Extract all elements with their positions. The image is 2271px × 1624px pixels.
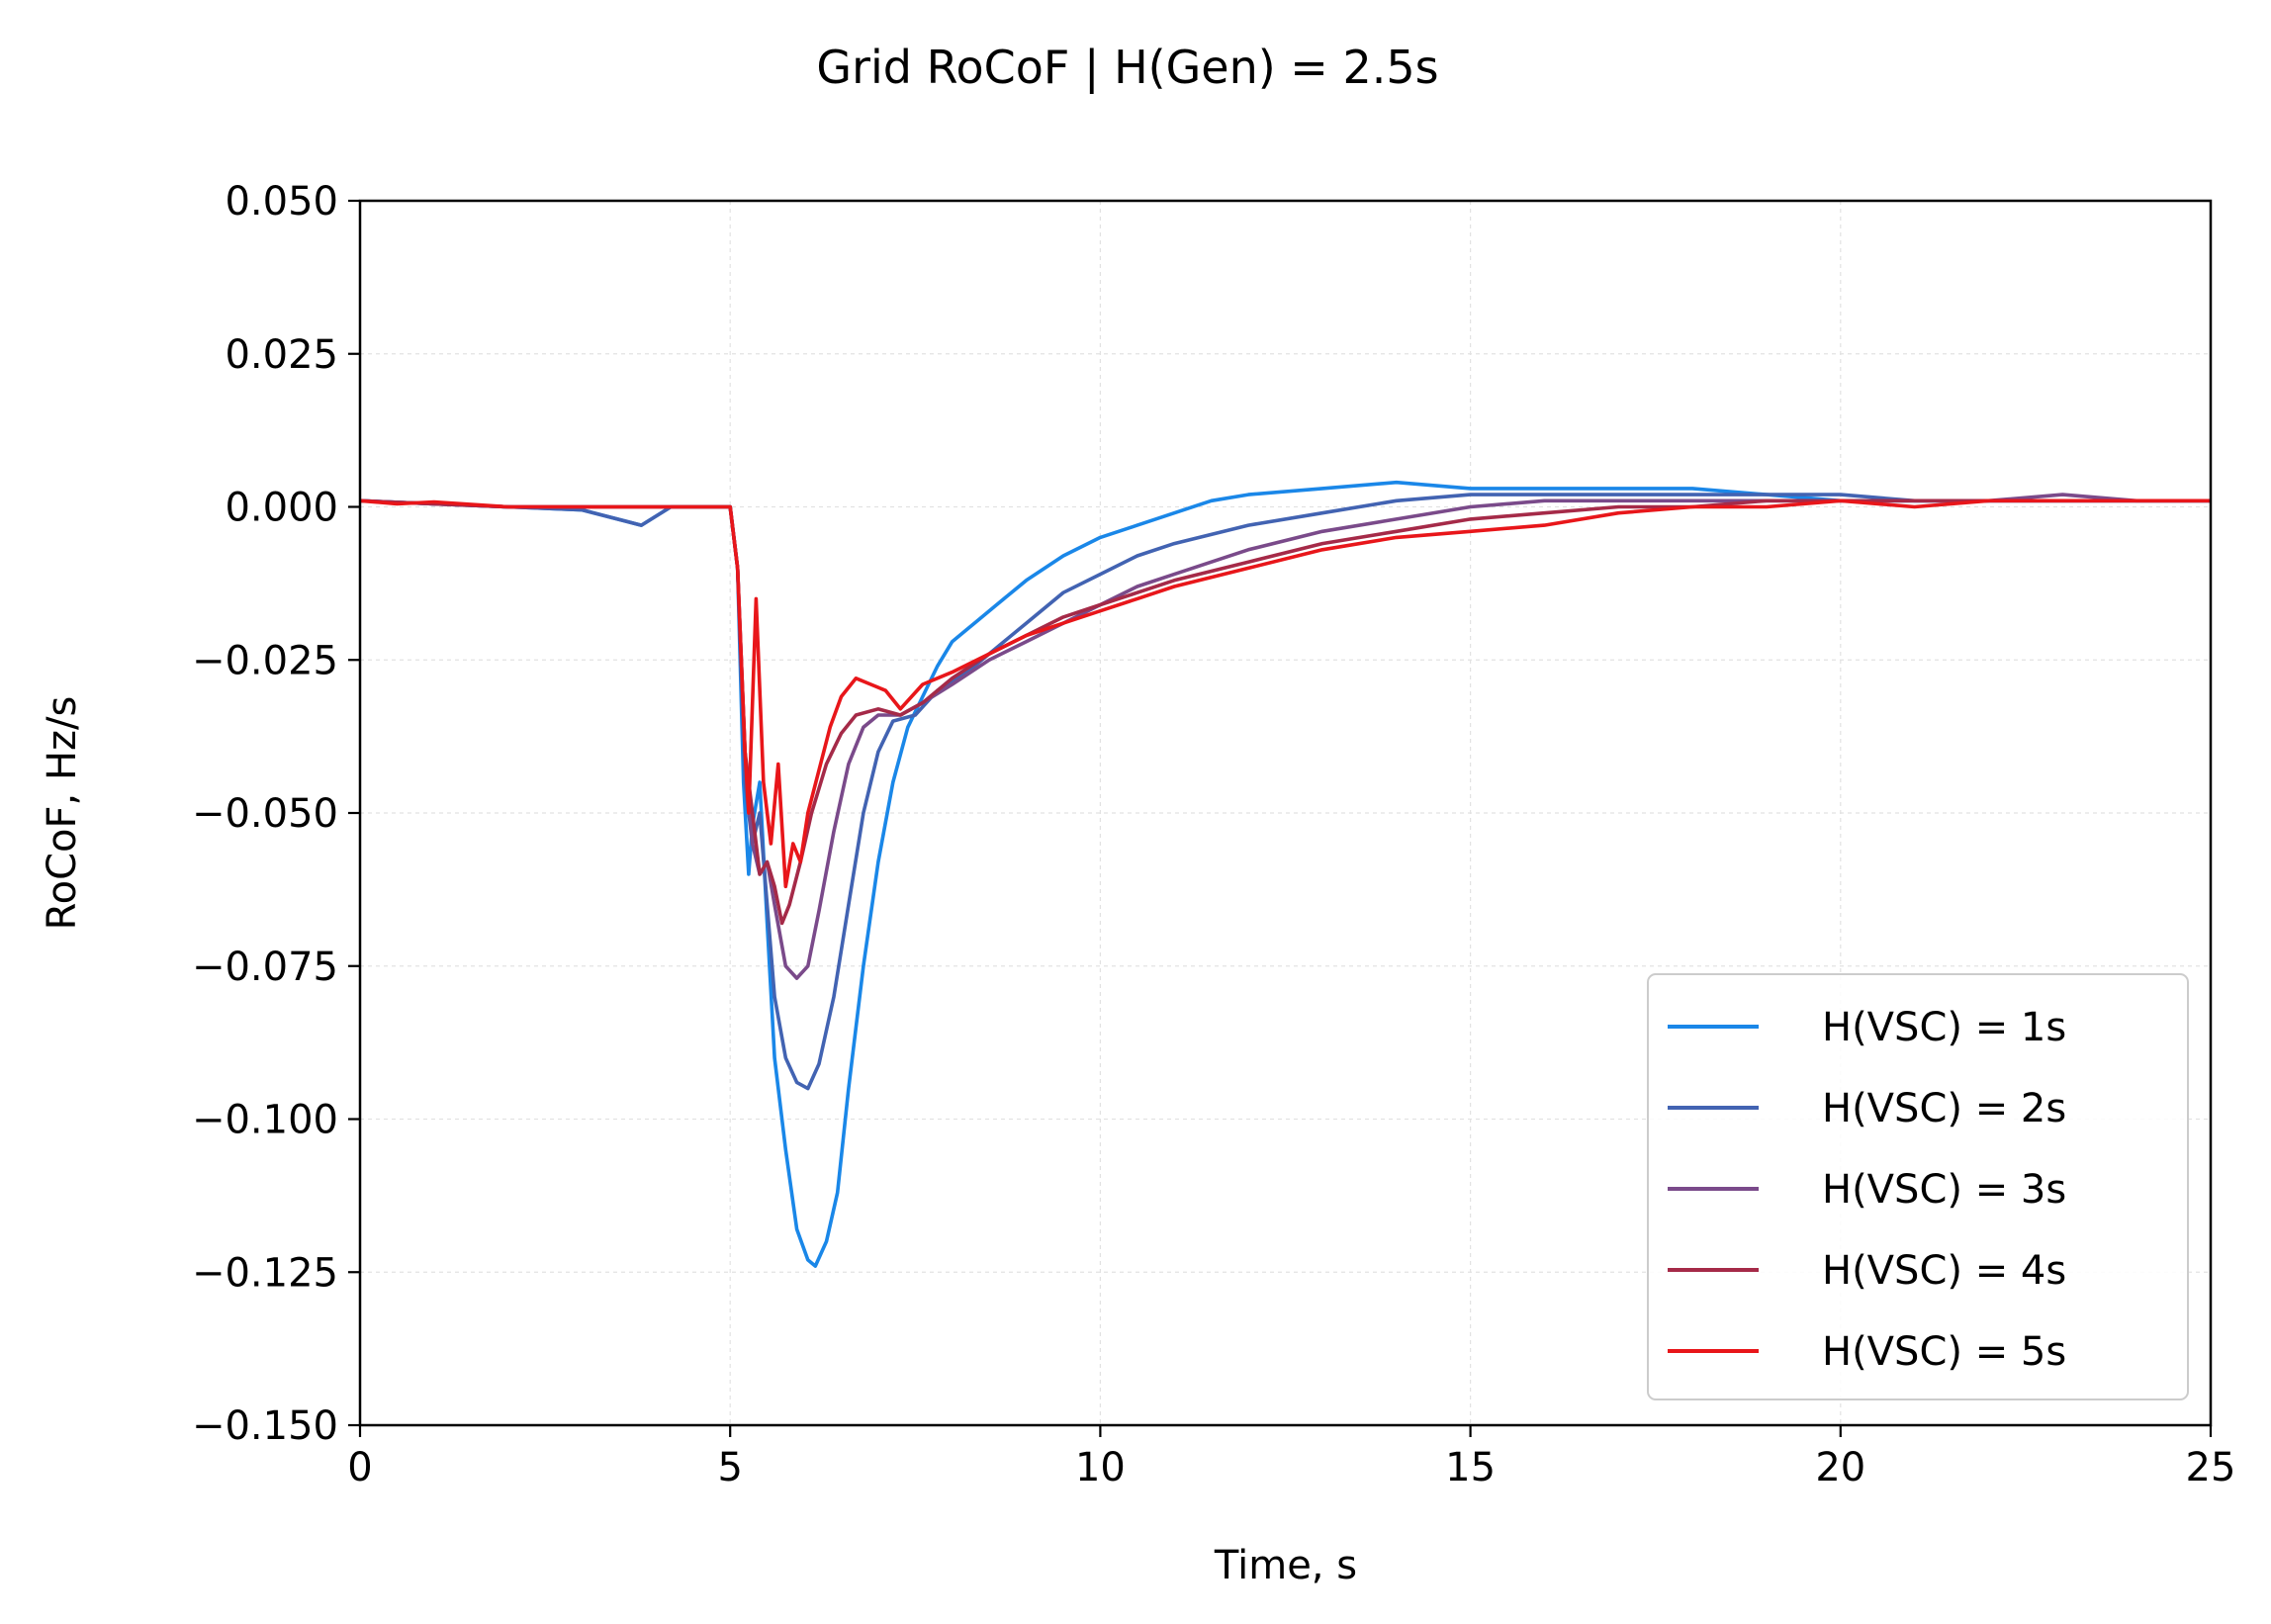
y-tick-label: 0.050 [225, 179, 338, 225]
y-tick-label: −0.150 [192, 1403, 338, 1449]
y-tick-label: 0.025 [225, 332, 338, 378]
y-tick-label: −0.075 [192, 945, 338, 990]
y-tick-label: −0.050 [192, 791, 338, 837]
y-tick-label: −0.025 [192, 638, 338, 683]
x-axis-ticks: 0 5 10 15 20 25 [347, 1425, 2235, 1490]
y-tick-label: −0.100 [192, 1098, 338, 1143]
y-tick-label: −0.125 [192, 1250, 338, 1296]
legend-label: H(VSC) = 4s [1822, 1248, 2066, 1294]
y-axis-ticks: 0.050 0.025 0.000 −0.025 −0.050 −0.075 −0.100 −… [192, 179, 360, 1449]
series-line-5 [359, 498, 2211, 889]
legend-label: H(VSC) = 2s [1822, 1086, 2066, 1131]
series-line-3 [359, 493, 2211, 980]
legend-label: H(VSC) = 1s [1822, 1005, 2066, 1050]
x-tick-label: 10 [1075, 1445, 1126, 1490]
x-tick-label: 25 [2186, 1445, 2236, 1490]
x-tick-label: 5 [717, 1445, 742, 1490]
chart-title: Grid RoCoF | H(Gen) = 2.5s [816, 41, 1438, 95]
data-series-group [359, 480, 2211, 1268]
x-tick-label: 15 [1445, 1445, 1496, 1490]
x-tick-label: 0 [347, 1445, 372, 1490]
y-axis-label: RoCoF, Hz/s [40, 696, 85, 931]
legend-label: H(VSC) = 3s [1822, 1167, 2066, 1213]
x-axis-label: Time, s [1214, 1543, 1357, 1588]
legend: H(VSC) = 1s H(VSC) = 2s H(VSC) = 3s H(VSC) … [1647, 973, 2189, 1400]
series-line-4 [359, 498, 2211, 926]
legend-label: H(VSC) = 5s [1822, 1329, 2066, 1375]
y-tick-label: 0.000 [225, 486, 338, 531]
x-tick-label: 20 [1815, 1445, 1865, 1490]
legend-box [1647, 973, 2189, 1400]
